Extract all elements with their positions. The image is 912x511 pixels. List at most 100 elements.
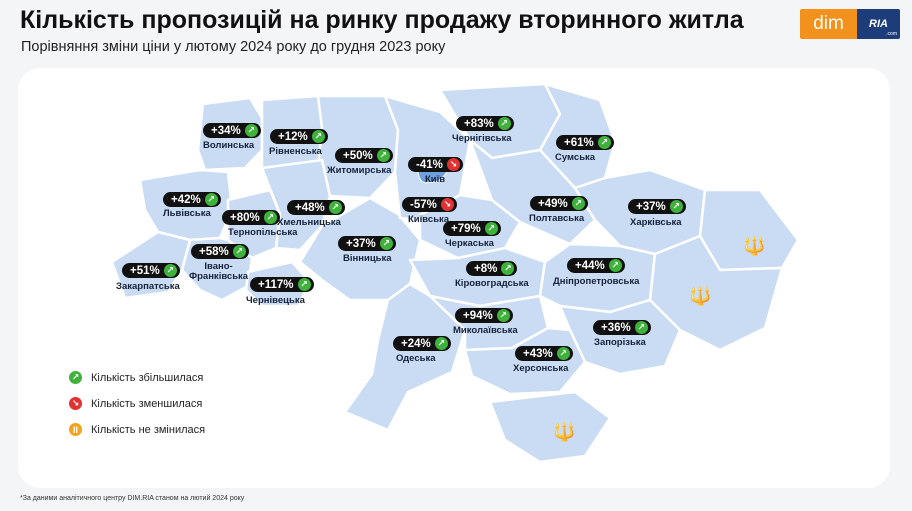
value: +24% (401, 337, 431, 350)
increase-arrow-icon: ↗ (497, 117, 511, 130)
increase-arrow-icon: ↗ (597, 136, 611, 149)
tryzub-icon: 🔱 (743, 235, 765, 257)
region-zhytomyrska (316, 94, 400, 200)
logo-ria-text: RIA (869, 18, 888, 30)
legend-increased: ↗ Кількість збільшилася (69, 371, 203, 384)
pill-volynska[interactable]: +34% ↗ (203, 123, 261, 138)
pill-chernihivska[interactable]: +83% ↗ (456, 116, 514, 131)
tryzub-icon: 🔱 (689, 285, 711, 307)
label-cherkaska: Черкаська (445, 238, 494, 249)
increase-arrow-icon: ↗ (379, 237, 393, 250)
value: -41% (416, 158, 443, 171)
increase-arrow-icon: ↗ (484, 222, 498, 235)
value: +8% (474, 262, 498, 275)
pill-kharkivska[interactable]: +37% ↗ (628, 199, 686, 214)
pill-dnipropetrovska[interactable]: +44% ↗ (567, 258, 625, 273)
pill-ternopilska[interactable]: +80% ↗ (222, 210, 280, 225)
increase-arrow-icon: ↗ (496, 309, 510, 322)
value: +42% (171, 193, 201, 206)
value: -57% (410, 198, 437, 211)
label-khersonska: Херсонська (513, 363, 569, 374)
region-crimea (488, 390, 612, 464)
value: +37% (636, 200, 666, 213)
label-kharkivska: Харківська (630, 217, 682, 228)
pill-khersonska[interactable]: +43% ↗ (515, 346, 573, 361)
pill-zhytomyrska[interactable]: +50% ↗ (335, 148, 393, 163)
value: +48% (295, 201, 325, 214)
pill-ivanofrankivska[interactable]: +58% ↗ (191, 244, 249, 259)
pill-mykolaivska[interactable]: +94% ↗ (455, 308, 513, 323)
label-ivanofrankivska: Івано- Франківська (189, 261, 249, 282)
increase-arrow-icon: ↗ (608, 259, 622, 272)
pill-kirovohradska[interactable]: +8% ↗ (466, 261, 518, 276)
pill-kyivska[interactable]: -57% ↘ (402, 197, 457, 212)
region-khersonska (463, 326, 587, 396)
decrease-arrow-icon: ↘ (440, 198, 454, 211)
increase-arrow-icon: ↗ (501, 262, 515, 275)
label-lvivska: Львівська (163, 208, 211, 219)
value: +94% (463, 309, 493, 322)
pill-cherkaska[interactable]: +79% ↗ (443, 221, 501, 236)
increase-arrow-icon: ↗ (163, 264, 177, 277)
label-rivnenska: Рівненська (269, 146, 322, 157)
increase-arrow-icon: ↗ (328, 201, 342, 214)
legend-unchanged: II Кількість не змінилася (69, 423, 205, 436)
value: +83% (464, 117, 494, 130)
pill-sumska[interactable]: +61% ↗ (556, 135, 614, 150)
pill-poltavska[interactable]: +49% ↗ (530, 196, 588, 211)
label-kirovohradska: Кіровоградська (455, 278, 529, 289)
pill-zaporizka[interactable]: +36% ↗ (593, 320, 651, 335)
value: +34% (211, 124, 241, 137)
pill-lvivska[interactable]: +42% ↗ (163, 192, 221, 207)
value: +58% (199, 245, 229, 258)
pill-vinnytska[interactable]: +37% ↗ (338, 236, 396, 251)
pause-icon: II (69, 423, 82, 436)
increase-arrow-icon: ↗ (204, 193, 218, 206)
decrease-arrow-icon: ↘ (69, 397, 82, 410)
dim-ria-logo[interactable]: dim RIA .com (800, 9, 900, 39)
increase-arrow-icon: ↗ (376, 149, 390, 162)
region-odeska (343, 282, 467, 432)
pill-khmelnytska[interactable]: +48% ↗ (287, 200, 345, 215)
value: +36% (601, 321, 631, 334)
page-title: Кількість пропозицій на ринку продажу вт… (20, 6, 744, 34)
label-kyivska: Київська (408, 214, 450, 225)
pill-chernivetska[interactable]: +117% ↗ (250, 277, 314, 292)
pill-rivnenska[interactable]: +12% ↗ (270, 129, 328, 144)
label-zaporizka: Запорізька (594, 337, 646, 348)
increase-arrow-icon: ↗ (571, 197, 585, 210)
label-mykolaivska: Миколаївська (453, 325, 518, 336)
label-poltavska: Полтавська (529, 213, 585, 224)
value: +37% (346, 237, 376, 250)
value: +51% (130, 264, 160, 277)
value: +61% (564, 136, 594, 149)
label-khmelnytska: Хмельницька (277, 217, 341, 228)
increase-arrow-icon: ↗ (556, 347, 570, 360)
legend-label: Кількість збільшилася (91, 371, 204, 384)
logo-ria-sub: .com (886, 31, 897, 37)
increase-arrow-icon: ↗ (669, 200, 683, 213)
value: +44% (575, 259, 605, 272)
value: +50% (343, 149, 373, 162)
region-luhanska (698, 188, 800, 272)
label-odeska: Одеська (396, 353, 436, 364)
pill-kyiv[interactable]: -41% ↘ (408, 157, 463, 172)
decrease-arrow-icon: ↘ (446, 158, 460, 171)
pill-odeska[interactable]: +24% ↗ (393, 336, 451, 351)
label-zakarpatska: Закарпатська (116, 281, 180, 292)
label-ternopilska: Тернопільська (228, 227, 298, 238)
value: +49% (538, 197, 568, 210)
value: +12% (278, 130, 308, 143)
increase-arrow-icon: ↗ (297, 278, 311, 291)
increase-arrow-icon: ↗ (69, 371, 82, 384)
increase-arrow-icon: ↗ (311, 130, 325, 143)
label-volynska: Волинська (203, 140, 255, 151)
increase-arrow-icon: ↗ (244, 124, 258, 137)
label-zhytomyrska: Житомирська (327, 165, 392, 176)
label-sumska: Сумська (555, 152, 596, 163)
label-kyiv: Київ (425, 174, 446, 185)
value: +79% (451, 222, 481, 235)
pill-zakarpatska[interactable]: +51% ↗ (122, 263, 180, 278)
value: +43% (523, 347, 553, 360)
